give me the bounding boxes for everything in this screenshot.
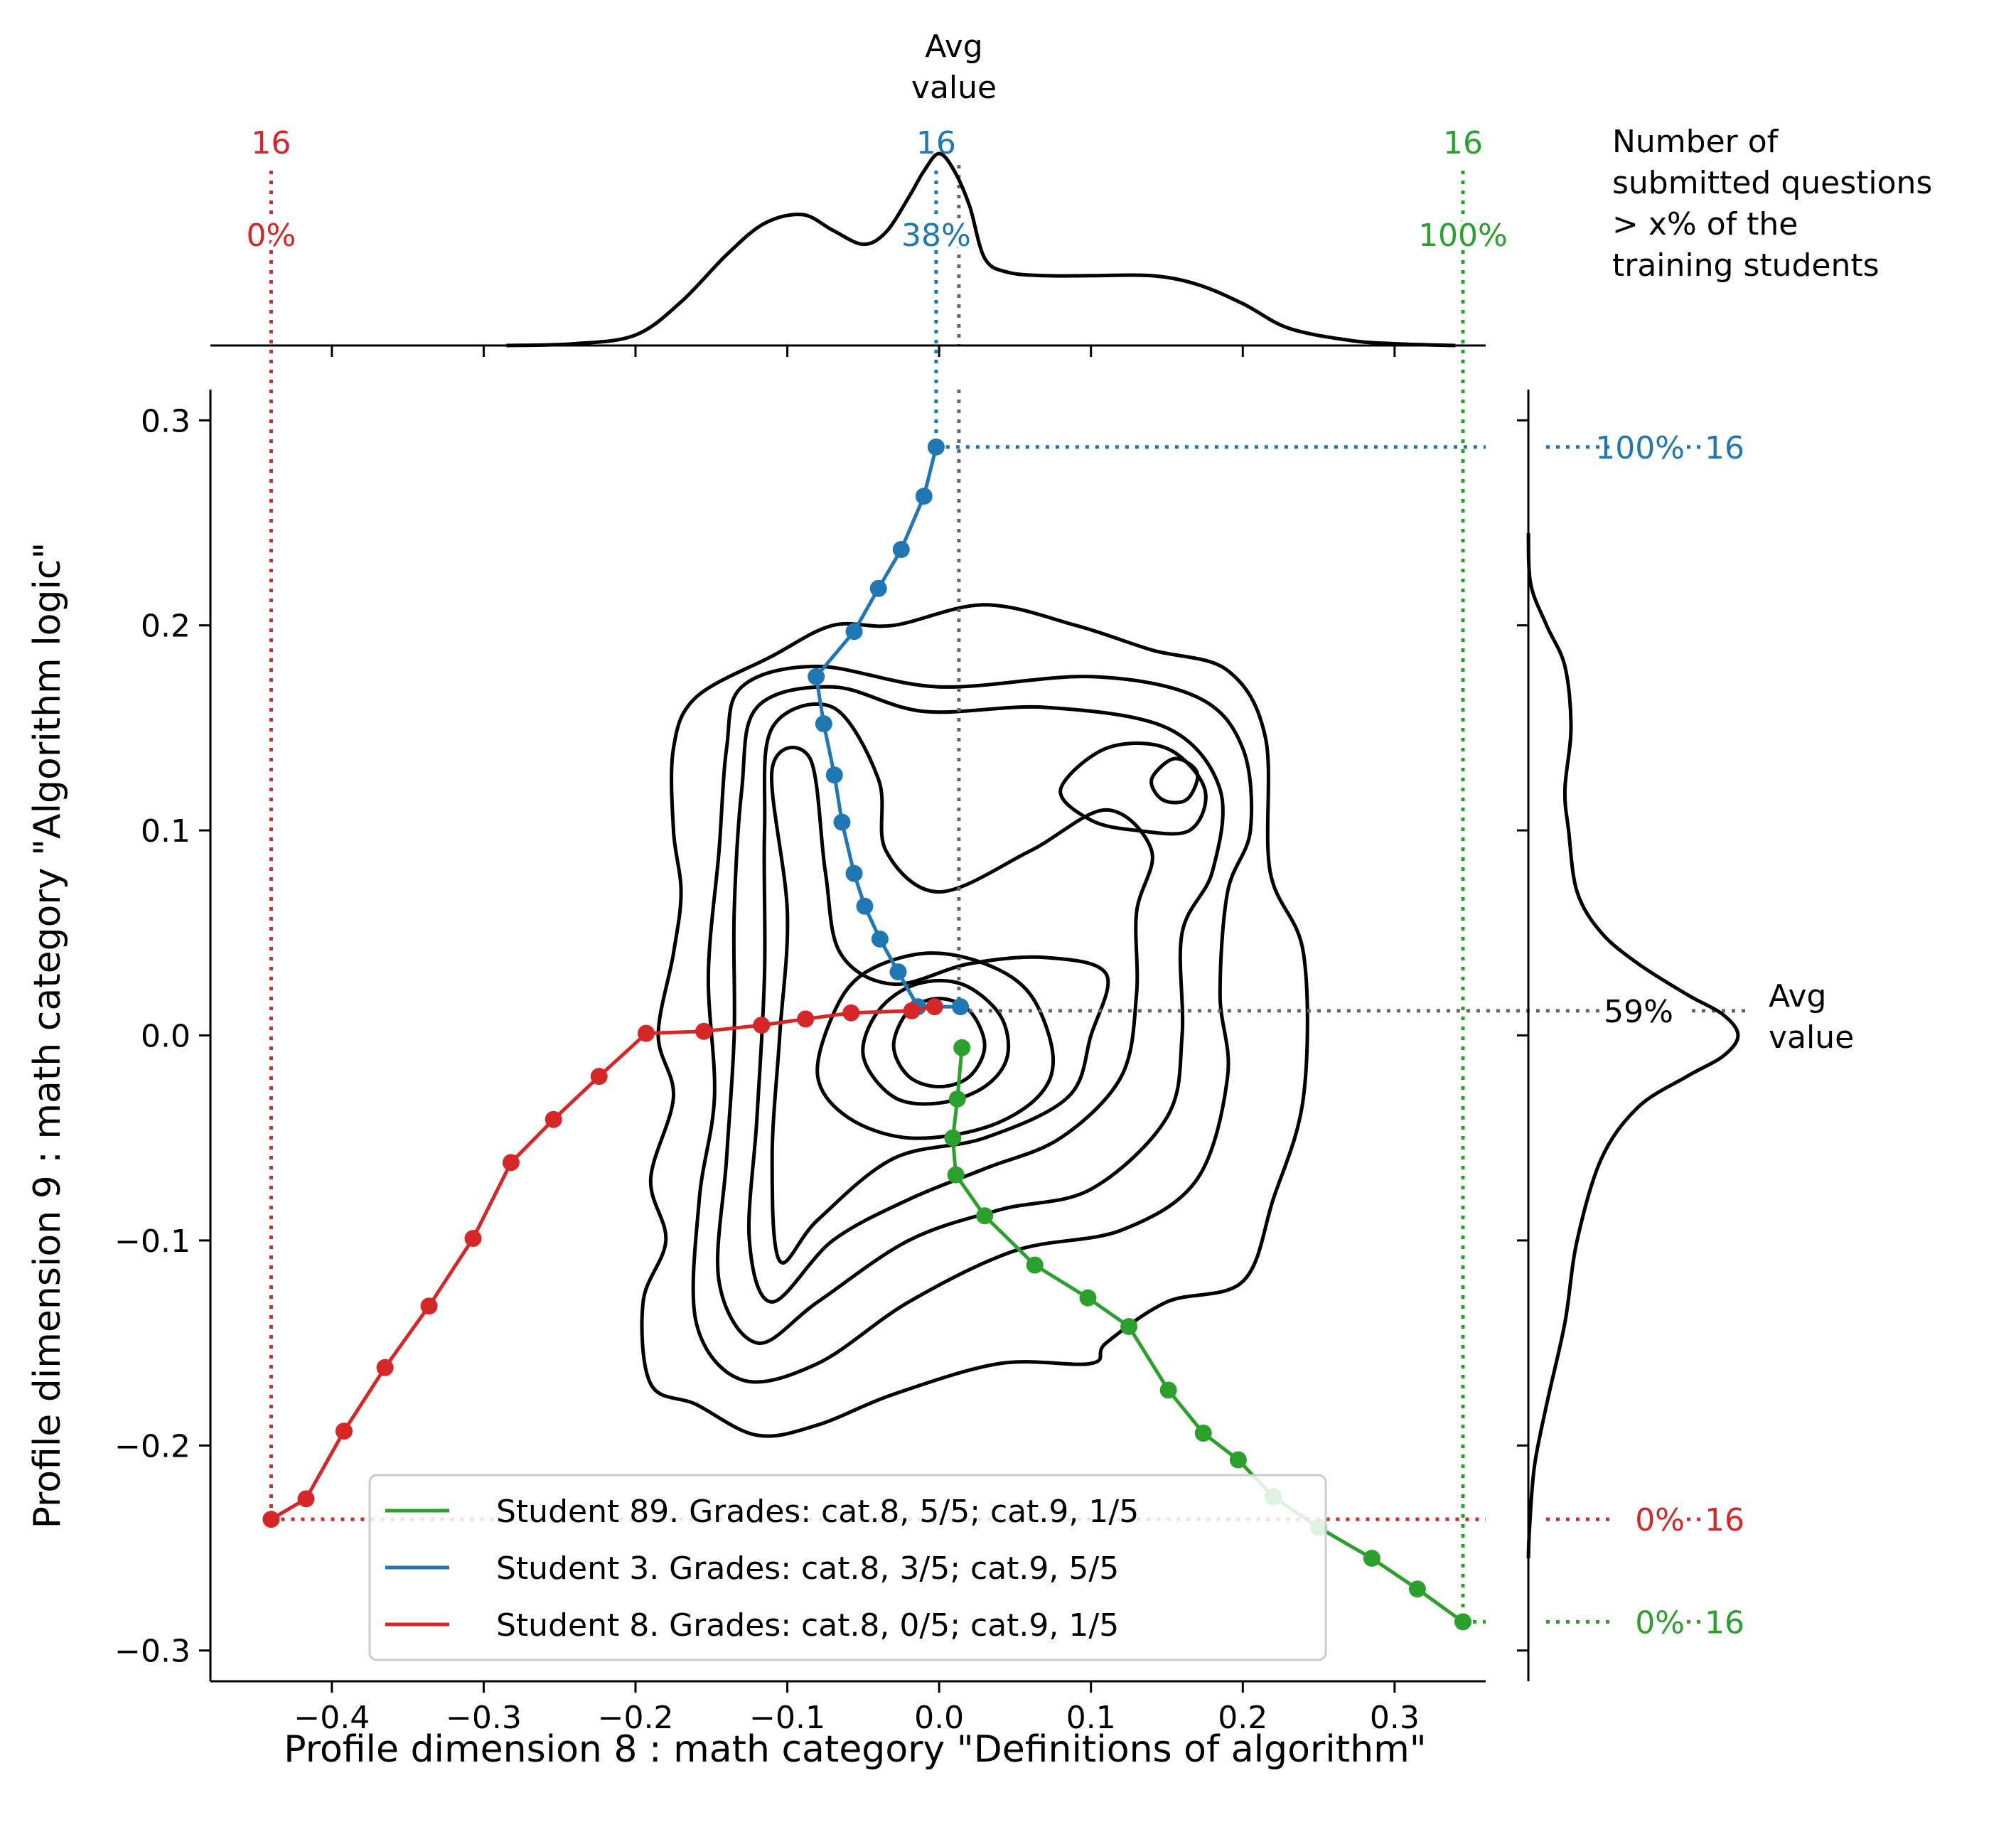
top-marginal xyxy=(210,154,1486,357)
series-blue-point-5 xyxy=(846,865,863,882)
series-blue-point-9 xyxy=(808,668,825,685)
top-avg-title-line2: value xyxy=(911,70,997,106)
series-red-point-3 xyxy=(797,1010,814,1027)
annotations: 16 100% 0% 16 16 38% 100% 16 16 0% 0% 16 Avg value 59%… xyxy=(247,28,1933,1641)
y-tick-label: 0.2 xyxy=(141,609,191,645)
series-green-point-7 xyxy=(1120,1318,1137,1335)
series-green-point-3 xyxy=(948,1167,965,1184)
legend-label-green: Student 89. Grades: cat.8, 5/5; cat.9, 1… xyxy=(496,1494,1139,1530)
series-blue-point-0 xyxy=(952,998,969,1015)
series-green-top-percent: 100% xyxy=(1418,218,1508,254)
top-marginal-density xyxy=(507,154,1456,345)
x-axis-label: Profile dimension 8 : math category "Def… xyxy=(284,1728,1426,1771)
guide-lines xyxy=(959,165,1749,1011)
density-contours xyxy=(642,605,1307,1436)
y-tick-label: 0.3 xyxy=(141,403,191,439)
series-blue-point-10 xyxy=(846,623,863,640)
series-red-point-4 xyxy=(753,1017,770,1034)
series-red-point-0 xyxy=(926,998,943,1015)
legend-label-red: Student 8. Grades: cat.8, 0/5; cat.9, 1/… xyxy=(496,1607,1119,1644)
top-avg-title-line1: Avg xyxy=(925,28,983,65)
series-green xyxy=(944,171,1700,1630)
right-marginal xyxy=(1517,390,1738,1681)
series-blue-point-2 xyxy=(889,963,906,980)
series-red-point-5 xyxy=(695,1023,712,1040)
density-contour-7 xyxy=(1152,759,1198,803)
series-blue-right-count: 16 xyxy=(1705,430,1744,466)
y-tick-label: 0.1 xyxy=(141,813,191,850)
series-green-point-4 xyxy=(976,1207,993,1224)
series-red-right-percent: 0% xyxy=(1635,1502,1685,1538)
legend: Student 89. Grades: cat.8, 5/5; cat.9, 1… xyxy=(370,1475,1326,1660)
y-axis-label: Profile dimension 9 : math category "Alg… xyxy=(26,542,69,1529)
series-blue-top-count: 16 xyxy=(916,125,956,161)
series-red-point-10 xyxy=(464,1230,481,1247)
series-green-point-0 xyxy=(953,1039,970,1056)
series-red xyxy=(262,171,1700,1528)
series-green-point-10 xyxy=(1230,1452,1247,1469)
series-green-point-1 xyxy=(949,1091,966,1108)
series-blue-point-6 xyxy=(833,814,850,831)
density-contour-3 xyxy=(718,687,1223,1343)
series-blue-point-13 xyxy=(916,488,933,505)
series-green-point-9 xyxy=(1195,1425,1212,1442)
y-tick-label: −0.1 xyxy=(114,1223,191,1260)
side-note-line-4: training students xyxy=(1612,247,1880,284)
series-blue-point-4 xyxy=(856,898,873,915)
series-red-point-2 xyxy=(842,1004,859,1022)
right-avg-title-line2: value xyxy=(1769,1019,1854,1056)
y-tick-label: −0.3 xyxy=(114,1634,191,1670)
series-red-point-14 xyxy=(298,1490,315,1507)
series-green-right-count: 16 xyxy=(1705,1604,1744,1641)
series-red-point-1 xyxy=(904,1002,921,1019)
series-green-point-13 xyxy=(1363,1550,1380,1567)
side-note-line-1: Number of xyxy=(1612,124,1779,160)
series-red-point-6 xyxy=(638,1025,655,1042)
right-marginal-density xyxy=(1528,533,1738,1558)
series-red-point-11 xyxy=(421,1297,438,1314)
series-green-point-6 xyxy=(1079,1290,1096,1307)
series-red-point-7 xyxy=(591,1068,608,1085)
series-red-top-count: 16 xyxy=(251,125,291,161)
series-green-point-5 xyxy=(1026,1257,1044,1274)
series-blue-right-percent: 100% xyxy=(1595,430,1685,466)
series-blue-point-11 xyxy=(870,580,887,597)
side-note-line-2: submitted questions xyxy=(1612,165,1932,201)
right-avg-percent: 59% xyxy=(1604,994,1673,1030)
right-avg-title-line1: Avg xyxy=(1769,978,1827,1014)
series-red-point-8 xyxy=(545,1111,562,1128)
series-blue-point-7 xyxy=(826,766,843,783)
density-contour-4 xyxy=(749,704,1152,1302)
series-blue-point-3 xyxy=(872,931,889,948)
side-note-line-3: > x% of the xyxy=(1612,206,1798,242)
series-green-point-8 xyxy=(1160,1381,1177,1398)
series-blue-point-12 xyxy=(893,541,910,558)
series-green-top-count: 16 xyxy=(1443,125,1483,161)
legend-label-blue: Student 3. Grades: cat.8, 3/5; cat.9, 5/… xyxy=(496,1550,1119,1587)
series-blue xyxy=(808,171,1700,1015)
y-tick-label: −0.2 xyxy=(114,1428,191,1464)
series-blue-top-percent: 38% xyxy=(901,218,971,254)
series-green-point-15 xyxy=(1454,1613,1471,1630)
series-red-point-9 xyxy=(503,1154,520,1171)
student-series xyxy=(262,171,1700,1630)
series-green-right-percent: 0% xyxy=(1635,1604,1685,1641)
series-blue-point-8 xyxy=(815,715,832,732)
series-red-top-percent: 0% xyxy=(247,218,296,254)
series-red-point-12 xyxy=(377,1359,394,1376)
series-blue-line xyxy=(816,447,960,1007)
series-green-point-2 xyxy=(944,1130,961,1147)
y-tick-label: 0.0 xyxy=(141,1019,191,1055)
series-red-point-13 xyxy=(336,1423,353,1440)
series-red-point-15 xyxy=(262,1511,279,1528)
series-blue-point-14 xyxy=(928,439,945,456)
series-green-point-14 xyxy=(1409,1580,1426,1597)
series-red-right-count: 16 xyxy=(1705,1502,1744,1538)
